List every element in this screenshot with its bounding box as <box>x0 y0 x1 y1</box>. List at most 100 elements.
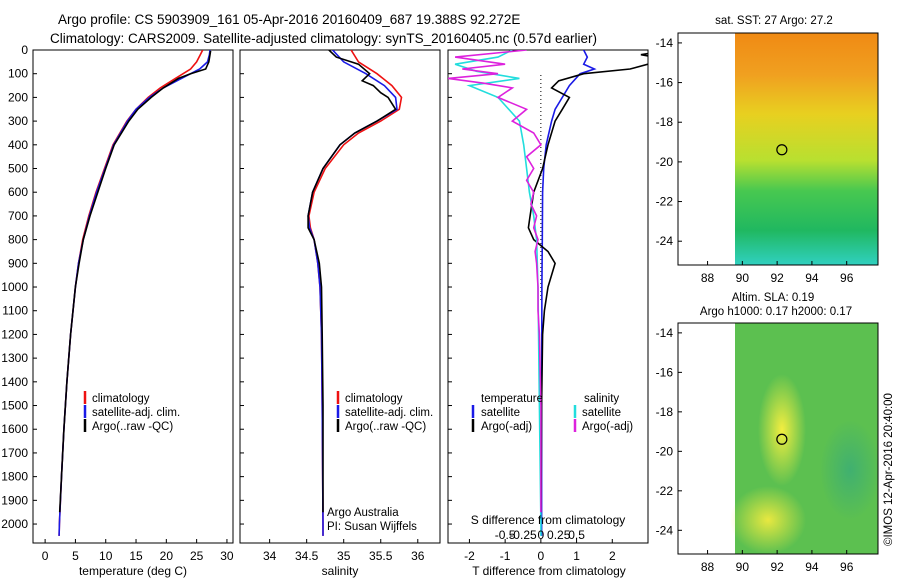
depth-axis: 0 100 200 300 400 500 600 700 800 900 1000 1100 1200… <box>1 43 452 531</box>
map-lon-tick-label: 94 <box>805 560 819 574</box>
salinity-panel-frame <box>239 49 441 544</box>
sla-high-anomaly-north <box>758 374 806 486</box>
map-lon-tick-label: 96 <box>840 271 854 285</box>
s-diff-tick-label: -0.5 <box>495 528 516 542</box>
map-lat-tick-label: -14 <box>656 326 674 340</box>
series-line-argo-raw-qc- <box>307 50 397 513</box>
map-lat-tick-label: -18 <box>656 405 674 419</box>
depth-tick-label: 700 <box>8 209 28 223</box>
legend-label-satellite: satellite-adj. clim. <box>92 407 180 419</box>
x-tick-label: 15 <box>129 549 143 563</box>
sla-map-frame <box>677 322 879 555</box>
difference-panel-frame <box>447 49 649 544</box>
depth-tick-label: 200 <box>8 90 28 104</box>
depth-tick-label: 1200 <box>1 327 28 341</box>
x-tick-label: 10 <box>99 549 113 563</box>
legend-label-climatology: climatology <box>345 393 403 405</box>
depth-tick-label: 0 <box>21 43 28 57</box>
x-tick-label: 34 <box>263 549 277 563</box>
map-lat-tick-label: -20 <box>656 444 674 458</box>
x-tick-label: 34.5 <box>295 549 319 563</box>
x-tick-label: 30 <box>220 549 234 563</box>
depth-tick-label: 2000 <box>1 517 28 531</box>
legend-title-salinity: salinity <box>584 393 619 405</box>
legend-label-s-argo: Argo(-adj) <box>582 421 633 433</box>
legend-label-climatology: climatology <box>92 393 150 405</box>
temperature-legend: climatology satellite-adj. clim. Argo(..… <box>83 391 180 433</box>
sst-map <box>677 32 879 266</box>
s-diff-tick-label: -0.25 <box>509 528 537 542</box>
depth-tick-label: 800 <box>8 233 28 247</box>
argo-australia-annotation: Argo Australia <box>327 507 399 519</box>
depth-tick-label: 400 <box>8 138 28 152</box>
legend-label-t-argo: Argo(-adj) <box>481 421 532 433</box>
series-line-climatology <box>58 50 204 536</box>
sst-map-frame <box>677 32 879 266</box>
map-lat-tick-label: -24 <box>656 523 674 537</box>
sla-map-axes: 88 90 92 94 96 -14 -16 -18 -20 -22 -24 <box>656 326 854 574</box>
sla-map-title-line-1: Altim. SLA: 0.19 <box>732 292 814 304</box>
temperature-panel-frame <box>32 49 234 544</box>
x-tick-label: 5 <box>72 549 79 563</box>
x-tick-label: 35 <box>337 549 351 563</box>
depth-tick-label: 1000 <box>1 280 28 294</box>
x-tick-label: 0 <box>538 549 545 563</box>
s-diff-tick-label: 0.25 <box>547 528 571 542</box>
salinity-axis-label: salinity <box>322 564 359 578</box>
x-tick-label: -1 <box>500 549 511 563</box>
map-lon-tick-label: 88 <box>701 560 715 574</box>
legend-label-t-satellite: satellite <box>481 407 520 419</box>
map-lat-tick-label: -16 <box>656 365 674 379</box>
sst-heatmap-field <box>735 33 878 265</box>
series-line-temperature-satellite <box>540 50 597 536</box>
depth-tick-label: 1400 <box>1 375 28 389</box>
depth-tick-label: 900 <box>8 256 28 270</box>
depth-tick-label: 1500 <box>1 399 28 413</box>
sla-map-title-line-2: Argo h1000: 0.17 h2000: 0.17 <box>700 306 852 318</box>
figure-title-line-2: Climatology: CARS2009. Satellite-adjuste… <box>50 31 597 46</box>
map-lon-tick-label: 90 <box>736 560 750 574</box>
map-lon-tick-label: 88 <box>701 271 715 285</box>
salinity-plot-area <box>307 50 403 536</box>
sla-map <box>677 322 880 555</box>
depth-tick-label: 1300 <box>1 351 28 365</box>
depth-tick-label: 1800 <box>1 470 28 484</box>
legend-title-temperature: temperature <box>481 393 543 405</box>
x-tick-label: -2 <box>464 549 475 563</box>
depth-tick-label: 1100 <box>2 304 28 318</box>
legend-label-argo: Argo(..raw -QC) <box>92 421 173 433</box>
map-lon-tick-label: 92 <box>770 271 784 285</box>
depth-tick-label: 1700 <box>1 446 28 460</box>
sst-map-title: sat. SST: 27 Argo: 27.2 <box>715 15 833 27</box>
x-tick-label: 0 <box>42 549 49 563</box>
map-lat-tick-label: -24 <box>656 234 674 248</box>
salinity-x-axis: 34 34.5 35 35.5 36 <box>263 539 425 563</box>
temperature-x-axis: 0 5 10 15 20 25 30 <box>42 539 234 563</box>
s-diff-tick-label: 0 <box>538 528 545 542</box>
x-tick-label: 25 <box>190 549 204 563</box>
sla-low-anomaly-east <box>820 420 880 520</box>
map-lat-tick-label: -18 <box>656 115 674 129</box>
series-line-temperature-argo-adj- <box>527 52 648 513</box>
pi-annotation: PI: Susan Wijffels <box>327 521 417 533</box>
sla-high-anomaly-south <box>730 486 806 554</box>
legend-label-argo: Argo(..raw -QC) <box>345 421 426 433</box>
map-lon-tick-label: 92 <box>770 560 784 574</box>
map-lat-tick-label: -14 <box>656 36 674 50</box>
series-line-salinity-argo-adj- <box>448 50 542 513</box>
difference-x-axis: -2 -1 0 1 2 -0.5-0.25 0 0.250.5 <box>464 528 616 563</box>
map-lat-tick-label: -22 <box>656 484 674 498</box>
series-line-salinity-satellite <box>454 50 542 536</box>
temperature-axis-label: temperature (deg C) <box>79 564 187 578</box>
x-tick-label: 2 <box>609 549 616 563</box>
map-lon-tick-label: 96 <box>840 560 854 574</box>
difference-plot-area <box>448 50 648 536</box>
s-difference-axis-label: S difference from climatology <box>471 513 626 527</box>
sst-map-axes: 88 90 92 94 96 -14 -16 -18 -20 -22 -24 <box>656 36 854 285</box>
depth-tick-label: 300 <box>8 114 28 128</box>
series-line-argo-raw-qc- <box>58 50 212 513</box>
salinity-legend: climatology satellite-adj. clim. Argo(..… <box>336 391 433 433</box>
depth-tick-label: 1900 <box>1 493 28 507</box>
x-tick-label: 35.5 <box>369 549 393 563</box>
depth-tick-label: 500 <box>8 162 28 176</box>
